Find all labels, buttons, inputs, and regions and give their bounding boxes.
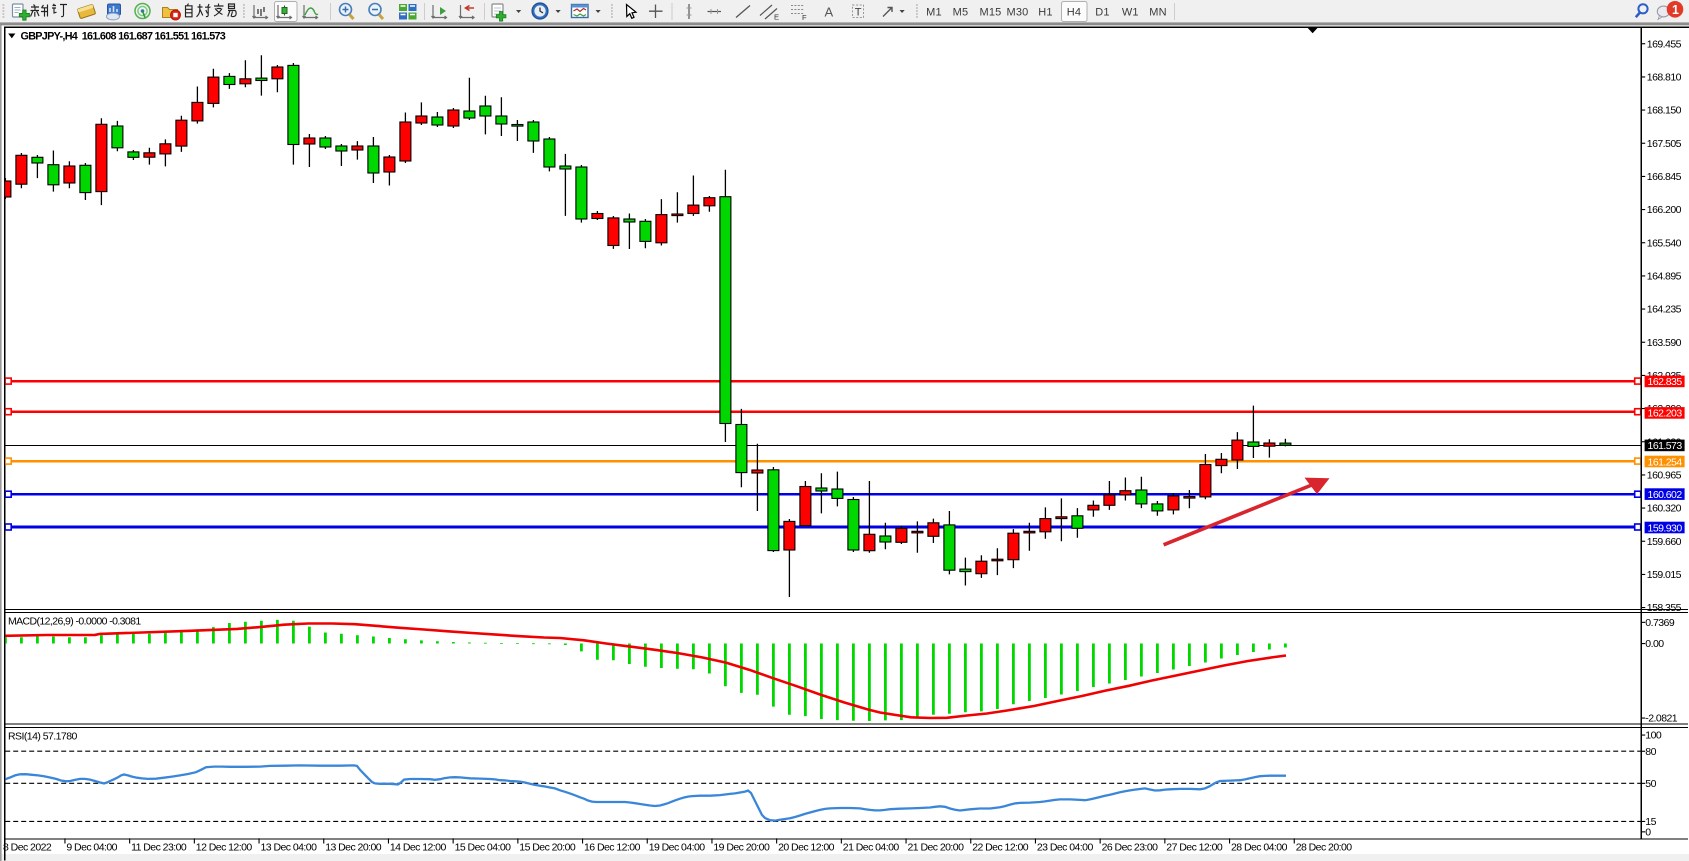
svg-text:M1: M1 bbox=[926, 7, 942, 19]
svg-text:27 Dec 12:00: 27 Dec 12:00 bbox=[1166, 842, 1223, 854]
svg-text:161.254: 161.254 bbox=[1648, 456, 1683, 468]
svg-text:168.150: 168.150 bbox=[1647, 105, 1682, 117]
svg-text:16 Dec 12:00: 16 Dec 12:00 bbox=[584, 842, 641, 854]
svg-text:23 Dec 04:00: 23 Dec 04:00 bbox=[1037, 842, 1094, 854]
svg-text:MN: MN bbox=[1149, 7, 1167, 19]
svg-text:H4: H4 bbox=[1067, 7, 1081, 19]
svg-text:50: 50 bbox=[1645, 778, 1656, 790]
svg-text:159.930: 159.930 bbox=[1648, 522, 1683, 534]
svg-text:164.235: 164.235 bbox=[1647, 304, 1682, 316]
svg-text:15 Dec 20:00: 15 Dec 20:00 bbox=[519, 842, 576, 854]
svg-text:80: 80 bbox=[1645, 746, 1656, 758]
svg-text:15: 15 bbox=[1645, 816, 1656, 828]
svg-text:0.00: 0.00 bbox=[1645, 638, 1664, 650]
svg-text:169.455: 169.455 bbox=[1647, 38, 1682, 50]
svg-text:W1: W1 bbox=[1122, 7, 1139, 19]
svg-text:22 Dec 12:00: 22 Dec 12:00 bbox=[972, 842, 1029, 854]
svg-text:1: 1 bbox=[1672, 3, 1679, 17]
svg-text:28 Dec 20:00: 28 Dec 20:00 bbox=[1296, 842, 1353, 854]
svg-text:GBPJPY-,H4 161.608 161.687 16: GBPJPY-,H4 161.608 161.687 161.551 161.5… bbox=[21, 31, 226, 43]
svg-text:M5: M5 bbox=[953, 7, 969, 19]
svg-text:160.320: 160.320 bbox=[1647, 503, 1682, 515]
svg-text:F: F bbox=[802, 13, 807, 22]
svg-text:160.965: 160.965 bbox=[1647, 470, 1682, 482]
svg-text:158.355: 158.355 bbox=[1647, 602, 1682, 614]
svg-text:E: E bbox=[774, 13, 779, 22]
svg-text:-2.0821: -2.0821 bbox=[1645, 713, 1677, 725]
svg-text:159.660: 159.660 bbox=[1647, 536, 1682, 548]
svg-text:21 Dec 20:00: 21 Dec 20:00 bbox=[908, 842, 965, 854]
svg-text:T: T bbox=[855, 7, 862, 19]
svg-text:21 Dec 04:00: 21 Dec 04:00 bbox=[843, 842, 900, 854]
svg-text:168.810: 168.810 bbox=[1647, 72, 1682, 84]
svg-text:161.573: 161.573 bbox=[1648, 440, 1683, 452]
svg-text:166.200: 166.200 bbox=[1647, 204, 1682, 216]
svg-text:13 Dec 20:00: 13 Dec 20:00 bbox=[325, 842, 382, 854]
svg-text:15 Dec 04:00: 15 Dec 04:00 bbox=[455, 842, 512, 854]
svg-text:164.895: 164.895 bbox=[1647, 271, 1682, 283]
svg-text:165.540: 165.540 bbox=[1647, 237, 1682, 249]
svg-text:159.015: 159.015 bbox=[1647, 569, 1682, 581]
svg-text:H1: H1 bbox=[1038, 7, 1052, 19]
svg-text:162.835: 162.835 bbox=[1648, 376, 1683, 388]
svg-text:8 Dec 2022: 8 Dec 2022 bbox=[3, 842, 52, 854]
svg-text:13 Dec 04:00: 13 Dec 04:00 bbox=[261, 842, 318, 854]
svg-text:100: 100 bbox=[1645, 730, 1662, 742]
svg-text:11 Dec 23:00: 11 Dec 23:00 bbox=[131, 842, 187, 854]
svg-text:14 Dec 12:00: 14 Dec 12:00 bbox=[390, 842, 447, 854]
svg-text:167.505: 167.505 bbox=[1647, 138, 1682, 150]
svg-text:0: 0 bbox=[1645, 827, 1651, 839]
svg-text:M15: M15 bbox=[980, 7, 1002, 19]
svg-text:D1: D1 bbox=[1095, 7, 1109, 19]
svg-text:19 Dec 04:00: 19 Dec 04:00 bbox=[649, 842, 706, 854]
svg-text:162.203: 162.203 bbox=[1648, 408, 1683, 420]
svg-text:20 Dec 12:00: 20 Dec 12:00 bbox=[778, 842, 835, 854]
svg-text:163.590: 163.590 bbox=[1647, 337, 1682, 349]
svg-text:26 Dec 23:00: 26 Dec 23:00 bbox=[1102, 842, 1159, 854]
svg-text:166.845: 166.845 bbox=[1647, 171, 1682, 183]
svg-text:MACD(12,26,9) -0.0000 -0.3081: MACD(12,26,9) -0.0000 -0.3081 bbox=[8, 616, 141, 628]
svg-text:RSI(14) 57.1780: RSI(14) 57.1780 bbox=[8, 731, 78, 743]
svg-text:0.7369: 0.7369 bbox=[1645, 617, 1675, 629]
svg-text:A: A bbox=[825, 5, 834, 20]
svg-text:9 Dec 04:00: 9 Dec 04:00 bbox=[66, 842, 117, 854]
svg-text:19 Dec 20:00: 19 Dec 20:00 bbox=[713, 842, 770, 854]
svg-text:160.602: 160.602 bbox=[1648, 489, 1683, 501]
svg-text:28 Dec 04:00: 28 Dec 04:00 bbox=[1231, 842, 1288, 854]
svg-text:M30: M30 bbox=[1007, 7, 1029, 19]
svg-text:12 Dec 12:00: 12 Dec 12:00 bbox=[196, 842, 253, 854]
